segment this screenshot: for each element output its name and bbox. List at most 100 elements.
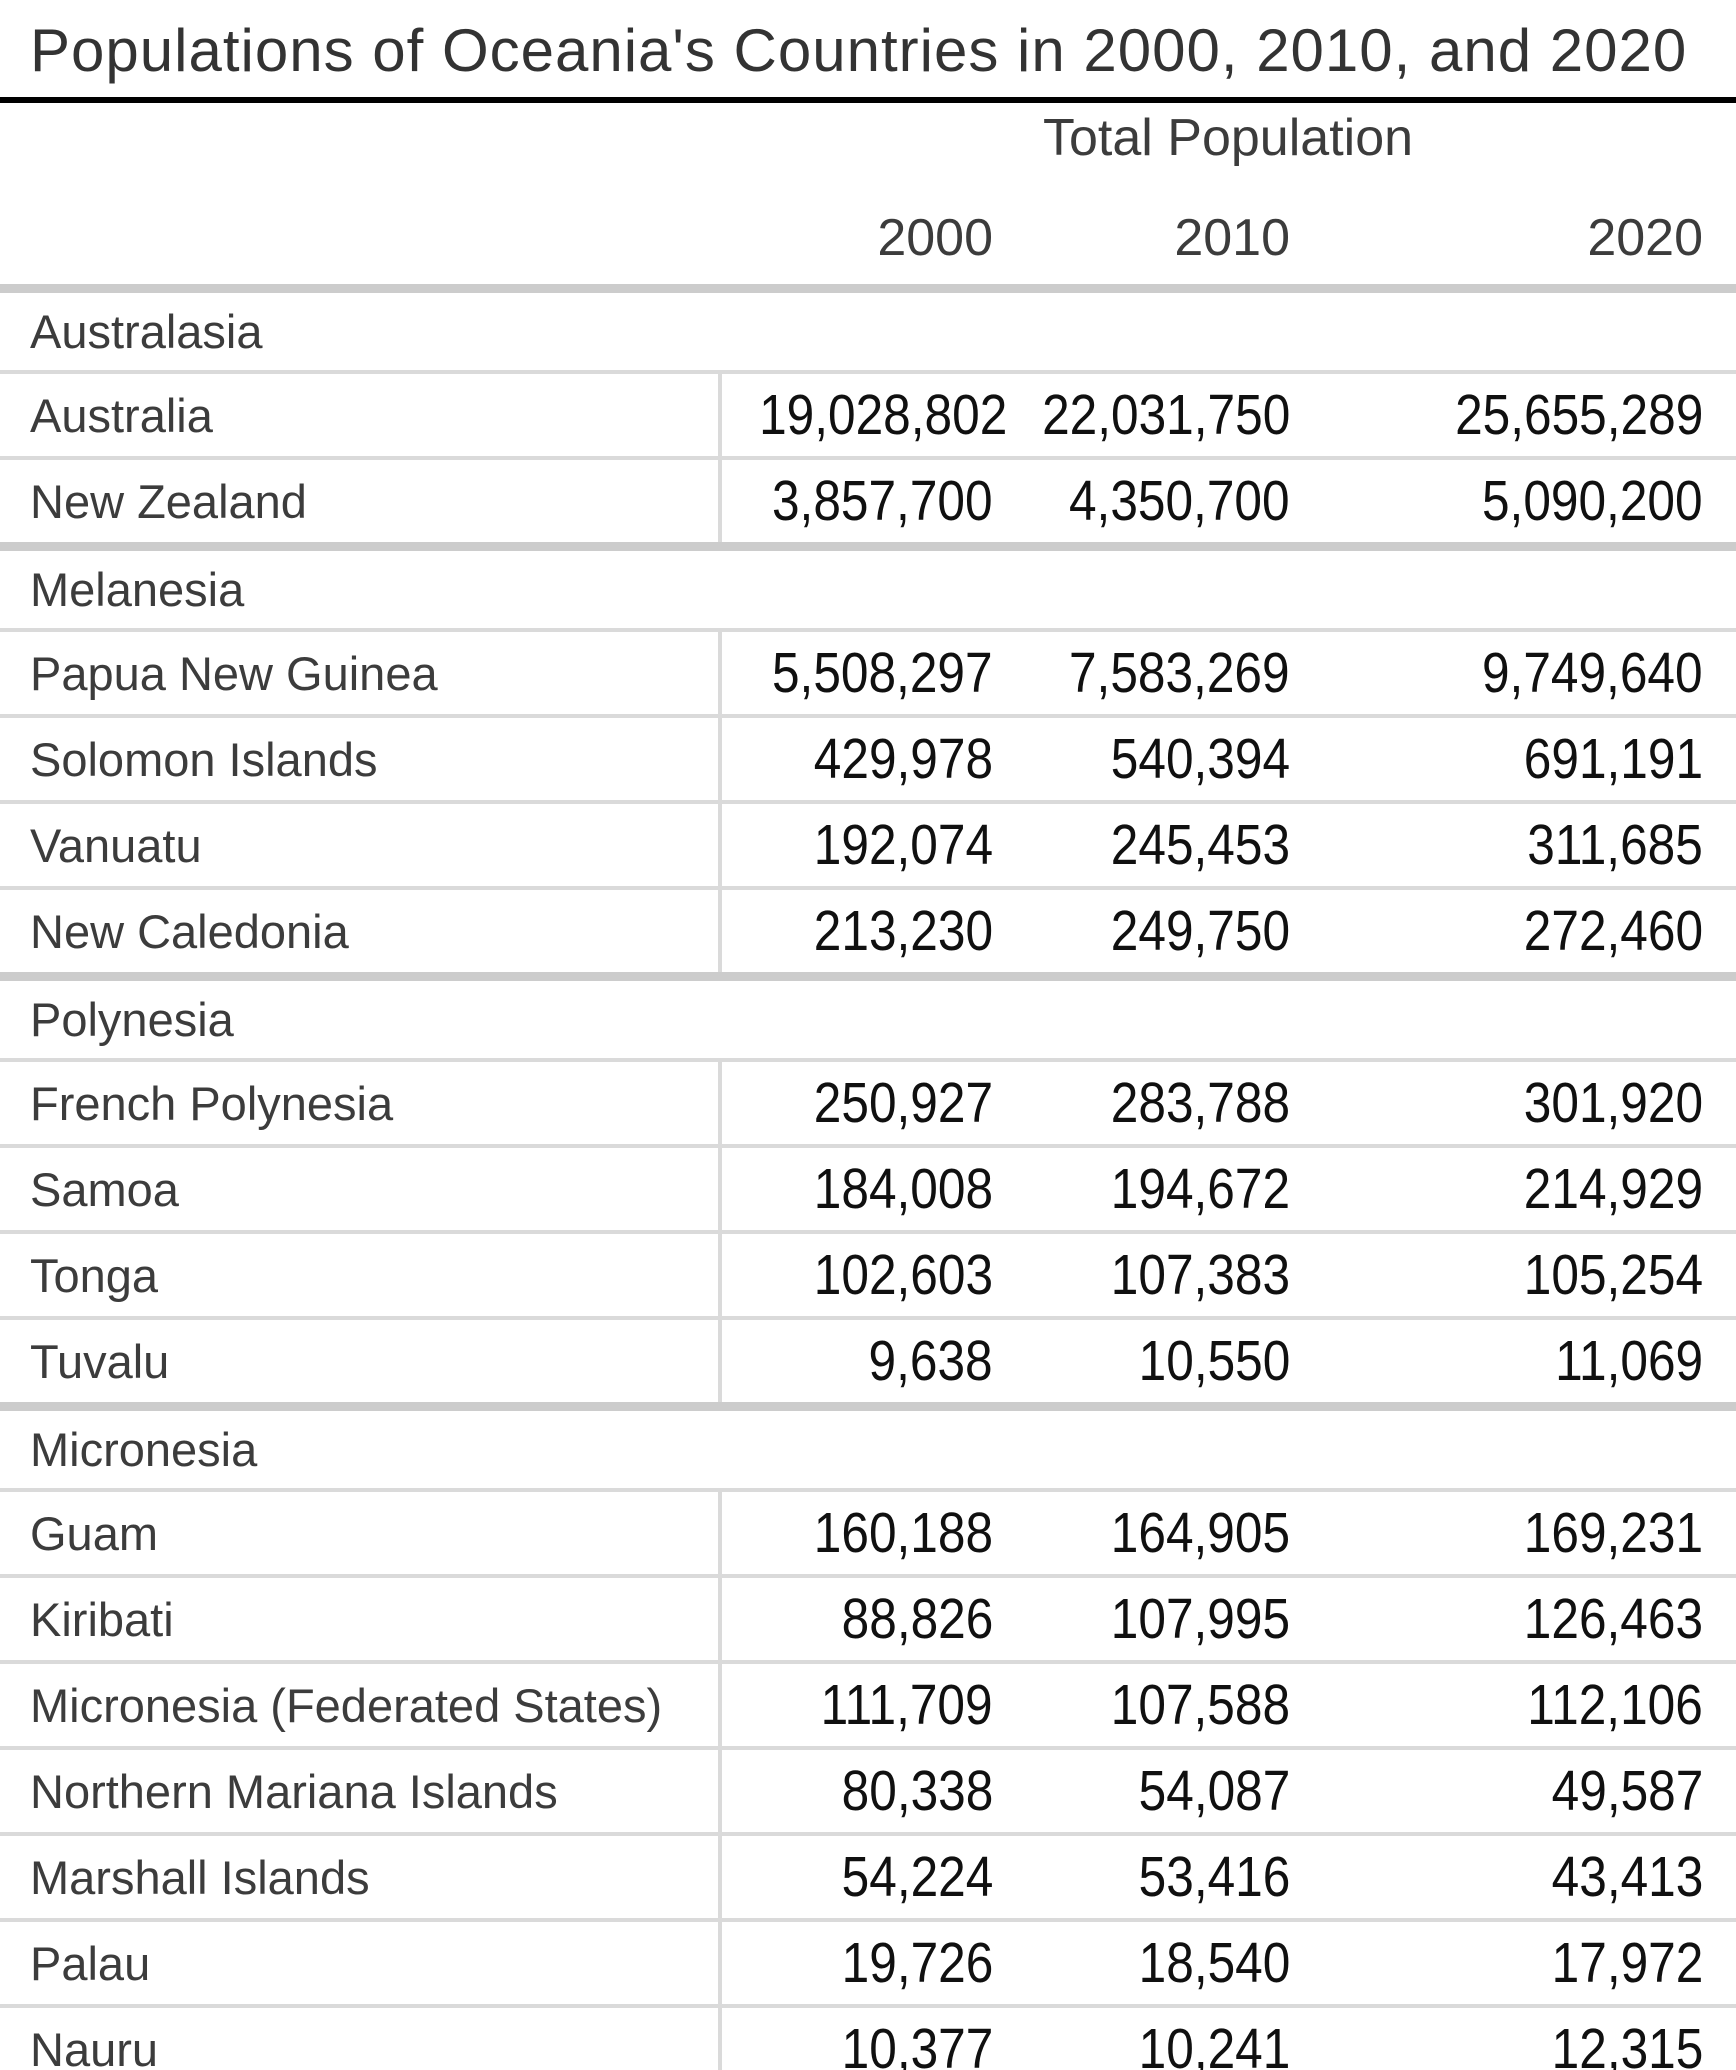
table-row-marshall-islands: Marshall Islands 54,224 53,416 43,413 bbox=[0, 1832, 1736, 1920]
population-value-2000: 213,230 bbox=[720, 886, 998, 977]
population-value-2000: 111,709 bbox=[720, 1660, 998, 1748]
table-row-new-zealand: New Zealand 3,857,700 4,350,700 5,090,200 bbox=[0, 456, 1736, 547]
population-number: 10,241 bbox=[1138, 2017, 1290, 2070]
population-number: 111,709 bbox=[821, 1673, 993, 1737]
population-value-2000: 10,377 bbox=[720, 2004, 998, 2070]
population-value-2020: 126,463 bbox=[1295, 1574, 1736, 1662]
population-number: 53,416 bbox=[1138, 1845, 1290, 1909]
population-value-2020: 691,191 bbox=[1295, 714, 1736, 802]
population-value-2000: 19,028,802 bbox=[720, 370, 1007, 458]
population-number: 283,788 bbox=[1110, 1071, 1290, 1135]
population-number: 43,413 bbox=[1551, 1845, 1704, 1909]
population-number: 54,224 bbox=[841, 1845, 993, 1909]
population-number: 25,655,289 bbox=[1454, 383, 1704, 447]
country-name: New Zealand bbox=[0, 456, 722, 547]
page-title: Populations of Oceania's Countries in 20… bbox=[0, 0, 1736, 103]
table-row-tuvalu: Tuvalu 9,638 10,550 11,069 bbox=[0, 1316, 1736, 1407]
country-name: Australia bbox=[0, 370, 722, 458]
population-value-2010: 18,540 bbox=[998, 1918, 1295, 2006]
country-name: Solomon Islands bbox=[0, 714, 722, 802]
population-value-2010: 53,416 bbox=[998, 1832, 1295, 1920]
population-number: 272,460 bbox=[1523, 899, 1704, 963]
population-number: 3,857,700 bbox=[772, 469, 993, 533]
population-value-2010: 249,750 bbox=[998, 886, 1295, 977]
population-value-2010: 164,905 bbox=[998, 1488, 1295, 1576]
population-number: 107,588 bbox=[1110, 1673, 1290, 1737]
population-value-2020: 214,929 bbox=[1295, 1144, 1736, 1232]
section-label: Melanesia bbox=[0, 542, 1736, 630]
population-value-2010: 10,550 bbox=[998, 1316, 1295, 1407]
section-header-row-micronesia: Micronesia bbox=[0, 1402, 1736, 1490]
population-number: 164,905 bbox=[1110, 1501, 1290, 1565]
country-name: Northern Mariana Islands bbox=[0, 1746, 722, 1834]
population-number: 9,749,640 bbox=[1482, 641, 1704, 705]
section-header-row-melanesia: Melanesia bbox=[0, 542, 1736, 630]
population-value-2020: 11,069 bbox=[1295, 1316, 1736, 1407]
country-name: Tonga bbox=[0, 1230, 722, 1318]
population-value-2010: 245,453 bbox=[998, 800, 1295, 888]
population-number: 9,638 bbox=[868, 1329, 993, 1393]
population-number: 245,453 bbox=[1110, 813, 1290, 877]
column-group-row: Total Population bbox=[0, 103, 1736, 173]
population-value-2020: 9,749,640 bbox=[1295, 628, 1736, 716]
population-number: 11,069 bbox=[1555, 1329, 1704, 1393]
population-value-2020: 301,920 bbox=[1295, 1058, 1736, 1146]
section-label: Polynesia bbox=[0, 972, 1736, 1060]
population-number: 10,550 bbox=[1138, 1329, 1290, 1393]
population-number: 311,685 bbox=[1527, 813, 1704, 877]
population-number: 19,028,802 bbox=[759, 383, 1008, 447]
section-header-row-polynesia: Polynesia bbox=[0, 972, 1736, 1060]
population-number: 214,929 bbox=[1523, 1157, 1704, 1221]
population-number: 19,726 bbox=[841, 1931, 993, 1995]
section-label: Australasia bbox=[0, 284, 1736, 372]
population-value-2020: 12,315 bbox=[1295, 2004, 1736, 2070]
population-number: 107,383 bbox=[1110, 1243, 1290, 1307]
population-value-2020: 105,254 bbox=[1295, 1230, 1736, 1318]
column-header-2000: 2000 bbox=[877, 209, 993, 267]
population-number: 4,350,700 bbox=[1069, 469, 1290, 533]
country-name: Palau bbox=[0, 1918, 722, 2006]
population-number: 160,188 bbox=[813, 1501, 993, 1565]
table-row-guam: Guam 160,188 164,905 169,231 bbox=[0, 1488, 1736, 1576]
population-value-2020: 169,231 bbox=[1295, 1488, 1736, 1576]
population-number: 112,106 bbox=[1527, 1673, 1704, 1737]
population-number: 102,603 bbox=[813, 1243, 993, 1307]
population-value-2010: 540,394 bbox=[998, 714, 1295, 802]
population-value-2020: 25,655,289 bbox=[1295, 370, 1736, 458]
population-value-2010: 107,383 bbox=[998, 1230, 1295, 1318]
population-value-2010: 194,672 bbox=[998, 1144, 1295, 1232]
header-spacer bbox=[0, 103, 720, 173]
population-number: 105,254 bbox=[1523, 1243, 1704, 1307]
population-number: 18,540 bbox=[1138, 1931, 1290, 1995]
country-name: Kiribati bbox=[0, 1574, 722, 1662]
table-row-samoa: Samoa 184,008 194,672 214,929 bbox=[0, 1144, 1736, 1232]
population-number: 5,508,297 bbox=[772, 641, 993, 705]
column-header-2020: 2020 bbox=[1587, 209, 1704, 267]
population-value-2010: 283,788 bbox=[998, 1058, 1295, 1146]
population-number: 10,377 bbox=[841, 2017, 993, 2070]
table-row-french-polynesia: French Polynesia 250,927 283,788 301,920 bbox=[0, 1058, 1736, 1146]
population-number: 249,750 bbox=[1110, 899, 1290, 963]
population-value-2010: 22,031,750 bbox=[998, 370, 1295, 458]
population-value-2000: 9,638 bbox=[720, 1316, 998, 1407]
population-number: 17,972 bbox=[1551, 1931, 1704, 1995]
population-value-2020: 43,413 bbox=[1295, 1832, 1736, 1920]
population-value-2010: 7,583,269 bbox=[998, 628, 1295, 716]
population-number: 169,231 bbox=[1523, 1501, 1704, 1565]
country-name: Vanuatu bbox=[0, 800, 722, 888]
population-value-2000: 80,338 bbox=[720, 1746, 998, 1834]
population-number: 88,826 bbox=[841, 1587, 993, 1651]
table-row-solomon-islands: Solomon Islands 429,978 540,394 691,191 bbox=[0, 714, 1736, 802]
section-label: Micronesia bbox=[0, 1402, 1736, 1490]
country-name: Marshall Islands bbox=[0, 1832, 722, 1920]
column-group-label: Total Population bbox=[1042, 109, 1414, 167]
population-number: 7,583,269 bbox=[1069, 641, 1290, 705]
population-value-2020: 112,106 bbox=[1295, 1660, 1736, 1748]
country-name: Papua New Guinea bbox=[0, 628, 722, 716]
population-number: 250,927 bbox=[813, 1071, 993, 1135]
population-value-2020: 17,972 bbox=[1295, 1918, 1736, 2006]
table-row-new-caledonia: New Caledonia 213,230 249,750 272,460 bbox=[0, 886, 1736, 977]
population-value-2010: 107,588 bbox=[998, 1660, 1295, 1748]
population-value-2000: 160,188 bbox=[720, 1488, 998, 1576]
